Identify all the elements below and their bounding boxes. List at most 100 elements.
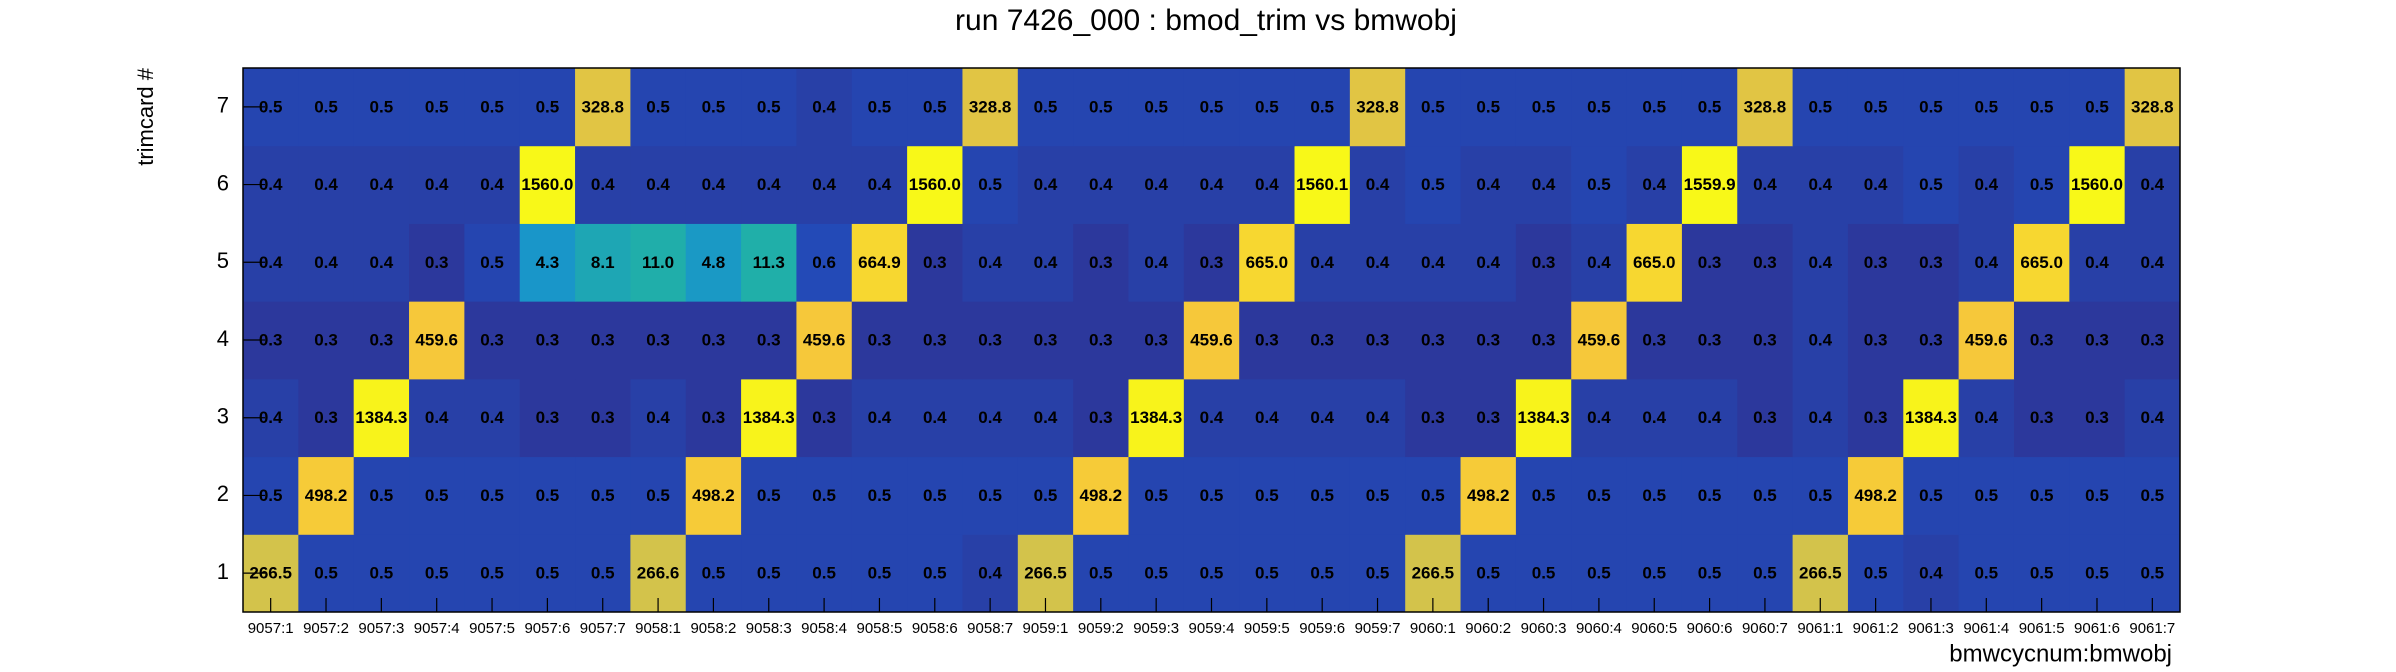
heat-cell [851, 145, 908, 224]
cell-label: 0.4 [1698, 408, 1722, 427]
cell-label: 0.5 [2085, 486, 2109, 505]
cell-label: 0.5 [1089, 97, 1113, 116]
cell-label: 0.5 [1808, 486, 1832, 505]
cell-label: 0.5 [536, 486, 560, 505]
cell-label: 0.5 [1532, 97, 1556, 116]
heat-cell [685, 301, 742, 380]
cell-label: 0.5 [1974, 486, 1998, 505]
cell-label: 0.5 [425, 97, 449, 116]
cell-label: 0.4 [1476, 175, 1500, 194]
heat-cell [1405, 301, 1462, 380]
cell-label: 0.3 [314, 330, 338, 349]
cell-label: 0.3 [1089, 408, 1113, 427]
cell-label: 0.4 [1200, 175, 1224, 194]
cell-label: 0.3 [1476, 408, 1500, 427]
y-axis-title: trimcard # [133, 67, 158, 166]
x-tick-label: 9058:3 [746, 620, 792, 637]
cell-label: 0.5 [1310, 97, 1334, 116]
heat-cell [796, 456, 853, 535]
heat-cell [1681, 456, 1738, 535]
heat-cell [685, 223, 742, 302]
heat-cell [796, 223, 853, 302]
heat-cell [2124, 378, 2181, 458]
heat-cell [519, 223, 576, 302]
cell-label: 0.4 [314, 253, 338, 272]
cell-labels: 266.5 0.5 0.5 0.5 0.5 0.5 0.5 266.6 0.5 0.5 0.5 0.5… [249, 97, 2173, 582]
heat-cell [630, 223, 687, 302]
x-tick-label: 9057:6 [524, 620, 570, 637]
heat-cell [298, 456, 355, 535]
cell-label: 266.5 [1799, 564, 1842, 583]
cell-label: 0.5 [1919, 97, 1943, 116]
cell-label: 0.4 [1034, 408, 1058, 427]
cell-label: 0.5 [868, 486, 892, 505]
cell-label: 328.8 [2131, 97, 2174, 116]
heat-cell [2013, 223, 2070, 302]
heat-cell [2069, 301, 2126, 380]
heat-cell [796, 378, 853, 458]
cell-label: 1560.1 [1296, 175, 1348, 194]
heat-cell [2069, 223, 2126, 302]
cell-label: 0.3 [812, 408, 836, 427]
heat-cell [1626, 145, 1683, 224]
cell-label: 0.3 [1532, 330, 1556, 349]
cell-label: 0.3 [259, 330, 283, 349]
cell-label: 0.5 [1587, 175, 1611, 194]
x-tick-label: 9060:1 [1410, 620, 1456, 637]
cell-label: 266.5 [249, 564, 292, 583]
heat-cell [1073, 456, 1129, 535]
x-tick-label: 9058:4 [801, 620, 847, 637]
heat-cell [1626, 301, 1683, 380]
cell-label: 1384.3 [1130, 408, 1182, 427]
x-tick-label: 9057:5 [469, 620, 515, 637]
cell-label: 328.8 [581, 97, 624, 116]
x-tick-label: 9057:7 [580, 620, 626, 637]
heat-cell [1958, 223, 2015, 302]
y-tick-label: 1 [217, 559, 229, 584]
heat-cell [353, 223, 410, 302]
cell-label: 0.4 [1144, 253, 1168, 272]
heat-cell [1460, 145, 1517, 224]
x-tick-label: 9061:4 [1963, 620, 2009, 637]
cell-label: 459.6 [1190, 330, 1233, 349]
cell-label: 0.4 [1255, 175, 1279, 194]
cell-label: 0.3 [1698, 330, 1722, 349]
cell-label: 0.5 [259, 97, 283, 116]
heat-cell [519, 378, 576, 458]
heat-cell [907, 68, 963, 147]
cell-label: 0.5 [2085, 97, 2109, 116]
cell-label: 665.0 [2020, 253, 2063, 272]
x-tick-label: 9060:2 [1465, 620, 1511, 637]
heat-cell [1792, 456, 1849, 535]
cell-label: 0.5 [1642, 564, 1666, 583]
cell-label: 0.5 [1587, 97, 1611, 116]
cell-label: 498.2 [305, 486, 348, 505]
cell-label: 0.5 [1200, 97, 1224, 116]
y-tick-label: 3 [217, 404, 229, 429]
cell-label: 1384.3 [1905, 408, 1957, 427]
heat-cell [575, 456, 631, 535]
heat-cell [409, 378, 465, 458]
cell-label: 0.4 [1753, 175, 1777, 194]
heat-cell [1792, 68, 1849, 147]
heat-cell [1017, 301, 1074, 380]
heat-cell [1958, 301, 2015, 380]
cell-label: 0.3 [2085, 408, 2109, 427]
cell-label: 0.4 [868, 408, 892, 427]
cell-label: 8.1 [591, 253, 615, 272]
cell-label: 459.6 [803, 330, 846, 349]
heat-cell [796, 145, 853, 224]
cell-label: 0.3 [1753, 253, 1777, 272]
cell-label: 0.4 [1476, 253, 1500, 272]
cell-label: 0.5 [1421, 97, 1445, 116]
heat-cell [1515, 68, 1572, 147]
heat-cell [1737, 68, 1794, 147]
cell-label: 0.5 [1808, 97, 1832, 116]
cell-label: 0.5 [868, 97, 892, 116]
heat-cell [1073, 145, 1129, 224]
cell-label: 0.3 [1310, 330, 1334, 349]
heat-cell [962, 456, 1019, 535]
cell-label: 0.5 [1200, 564, 1224, 583]
heat-cell [1239, 378, 1296, 458]
